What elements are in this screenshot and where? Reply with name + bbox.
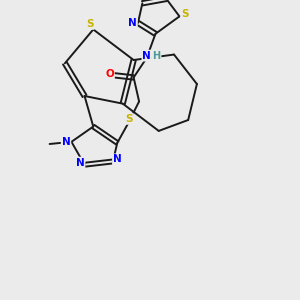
Text: N: N [61,137,70,147]
Text: N: N [76,158,85,167]
Text: N: N [128,18,137,28]
Text: H: H [152,51,160,61]
Text: O: O [105,69,114,79]
Text: S: S [181,9,189,19]
Text: S: S [86,19,94,29]
Text: N: N [113,154,122,164]
Text: S: S [125,114,133,124]
Text: N: N [142,51,151,61]
